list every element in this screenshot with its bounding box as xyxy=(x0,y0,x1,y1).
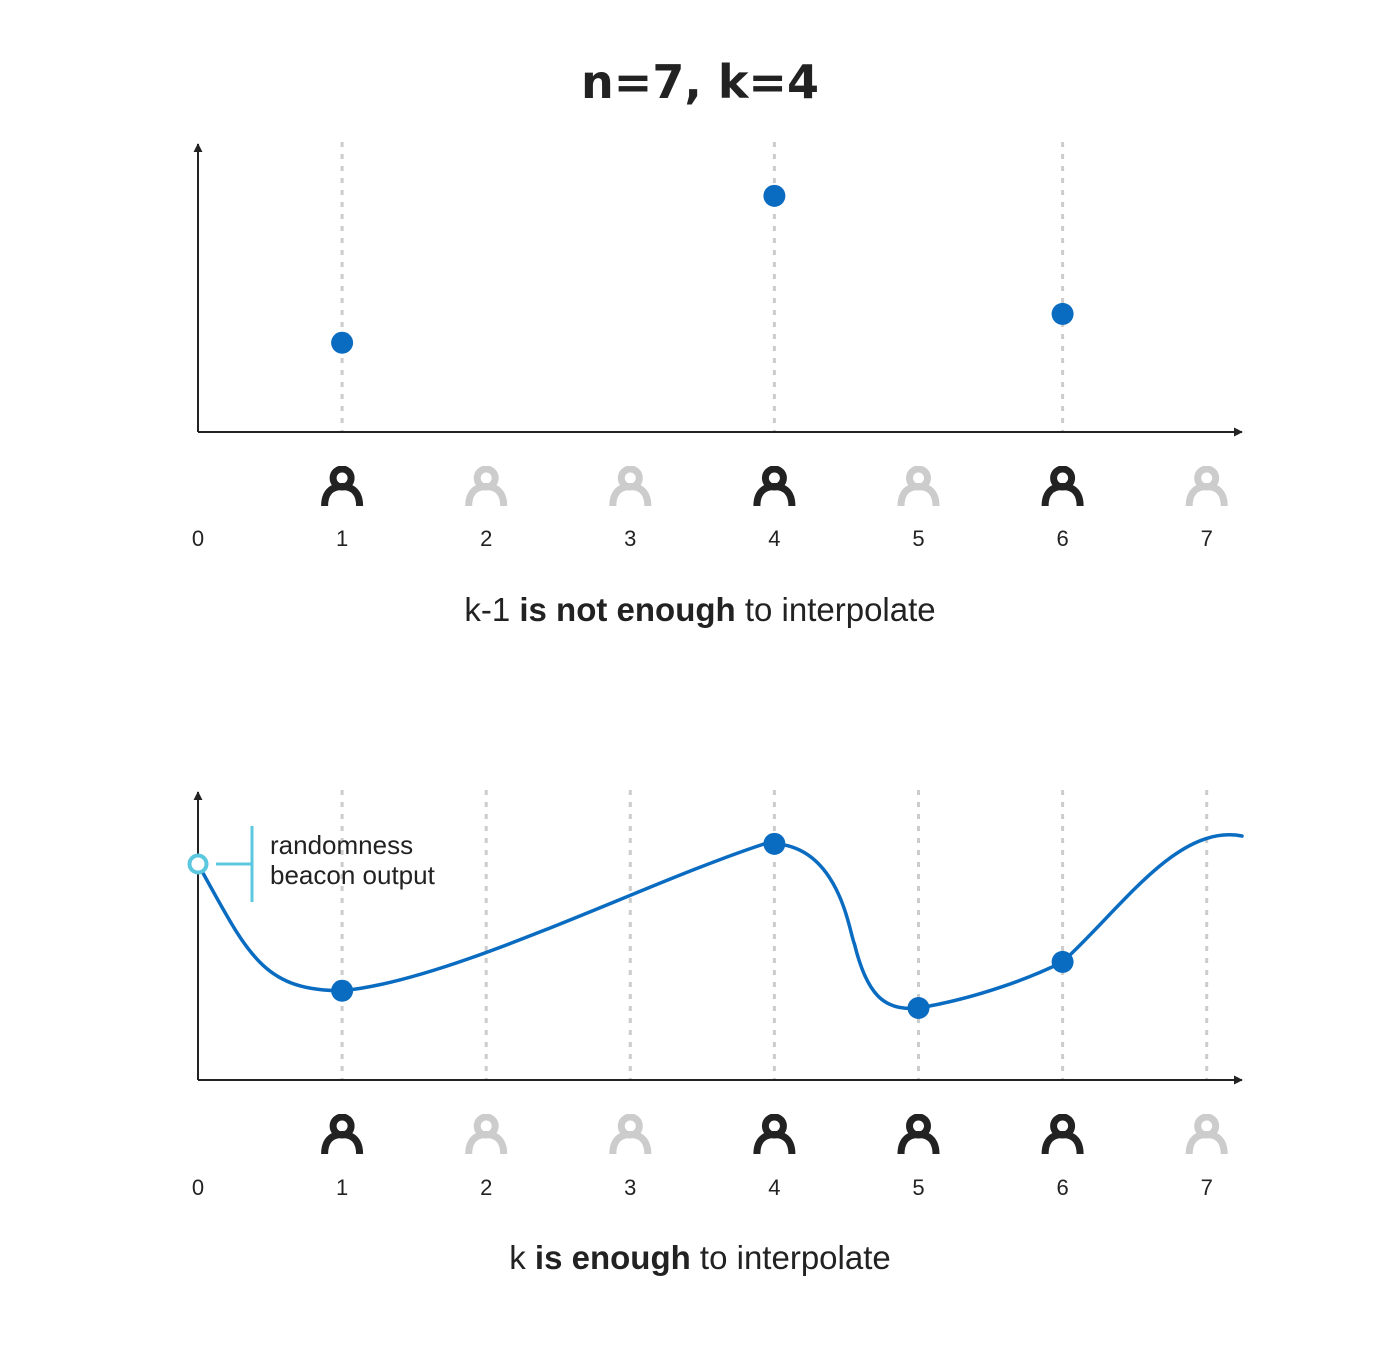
page-title: n=7, k=4 xyxy=(581,55,819,109)
person-icon xyxy=(325,1117,360,1154)
top-panel: 0 1 2 3 4 5 6 7 k-1 is not enough to interpolat… xyxy=(192,142,1243,628)
person-icon xyxy=(901,1117,936,1154)
bot-tick-label: 0 xyxy=(192,1175,204,1200)
person-icon xyxy=(757,1117,792,1154)
top-caption: k-1 is not enough to interpolate xyxy=(464,591,935,628)
top-guide-lines xyxy=(340,142,1065,432)
bot-tick-label: 4 xyxy=(768,1175,780,1200)
bot-tick-label: 1 xyxy=(336,1175,348,1200)
bottom-caption: k is enough to interpolate xyxy=(509,1239,890,1276)
top-tick-label: 2 xyxy=(480,526,492,551)
person-icon xyxy=(901,469,936,506)
bot-tick-label: 3 xyxy=(624,1175,636,1200)
bottom-tick-labels: 0 1 2 3 4 5 6 7 xyxy=(192,1175,1213,1200)
person-icon xyxy=(469,469,504,506)
top-tick-label: 6 xyxy=(1056,526,1068,551)
bot-point-4 xyxy=(763,832,786,855)
top-point-4 xyxy=(763,184,786,207)
top-caption-bold: is not enough xyxy=(519,591,735,628)
person-icon xyxy=(1189,1117,1224,1154)
bot-point-6 xyxy=(1051,950,1074,973)
person-icon xyxy=(757,469,792,506)
bot-tick-label: 5 xyxy=(912,1175,924,1200)
top-caption-pre: k-1 xyxy=(464,591,519,628)
bot-point-5 xyxy=(907,997,930,1019)
top-tick-label: 0 xyxy=(192,526,204,551)
top-tick-label: 7 xyxy=(1201,526,1213,551)
top-tick-label: 3 xyxy=(624,526,636,551)
person-icon xyxy=(469,1117,504,1154)
person-icon xyxy=(1045,469,1080,506)
top-caption-post: to interpolate xyxy=(736,591,936,628)
bottom-caption-post: to interpolate xyxy=(691,1239,891,1276)
top-points xyxy=(331,184,1074,354)
top-participants xyxy=(325,469,1225,506)
person-icon xyxy=(1189,469,1224,506)
person-icon xyxy=(613,469,648,506)
beacon-annotation: randomness beacon output xyxy=(187,826,436,902)
person-icon xyxy=(325,469,360,506)
top-tick-label: 1 xyxy=(336,526,348,551)
top-point-6 xyxy=(1051,302,1074,325)
bot-tick-label: 6 xyxy=(1056,1175,1068,1200)
person-icon xyxy=(613,1117,648,1154)
top-point-1 xyxy=(331,331,354,354)
bot-point-1 xyxy=(331,979,354,1002)
beacon-marker xyxy=(187,853,209,875)
person-icon xyxy=(1045,1117,1080,1154)
bottom-points xyxy=(331,832,1074,1019)
top-tick-labels: 0 1 2 3 4 5 6 7 xyxy=(192,526,1213,551)
bottom-participants xyxy=(325,1117,1225,1154)
top-tick-label: 4 xyxy=(768,526,780,551)
bottom-caption-bold: is enough xyxy=(535,1239,691,1276)
bottom-caption-pre: k xyxy=(509,1239,535,1276)
top-tick-label: 5 xyxy=(912,526,924,551)
bot-tick-label: 7 xyxy=(1201,1175,1213,1200)
bottom-panel: randomness beacon output 0 1 2 3 4 5 6 7 k is e… xyxy=(187,790,1244,1276)
beacon-label-line1: randomness xyxy=(270,830,413,860)
beacon-label-line2: beacon output xyxy=(270,860,436,890)
bot-tick-label: 2 xyxy=(480,1175,492,1200)
